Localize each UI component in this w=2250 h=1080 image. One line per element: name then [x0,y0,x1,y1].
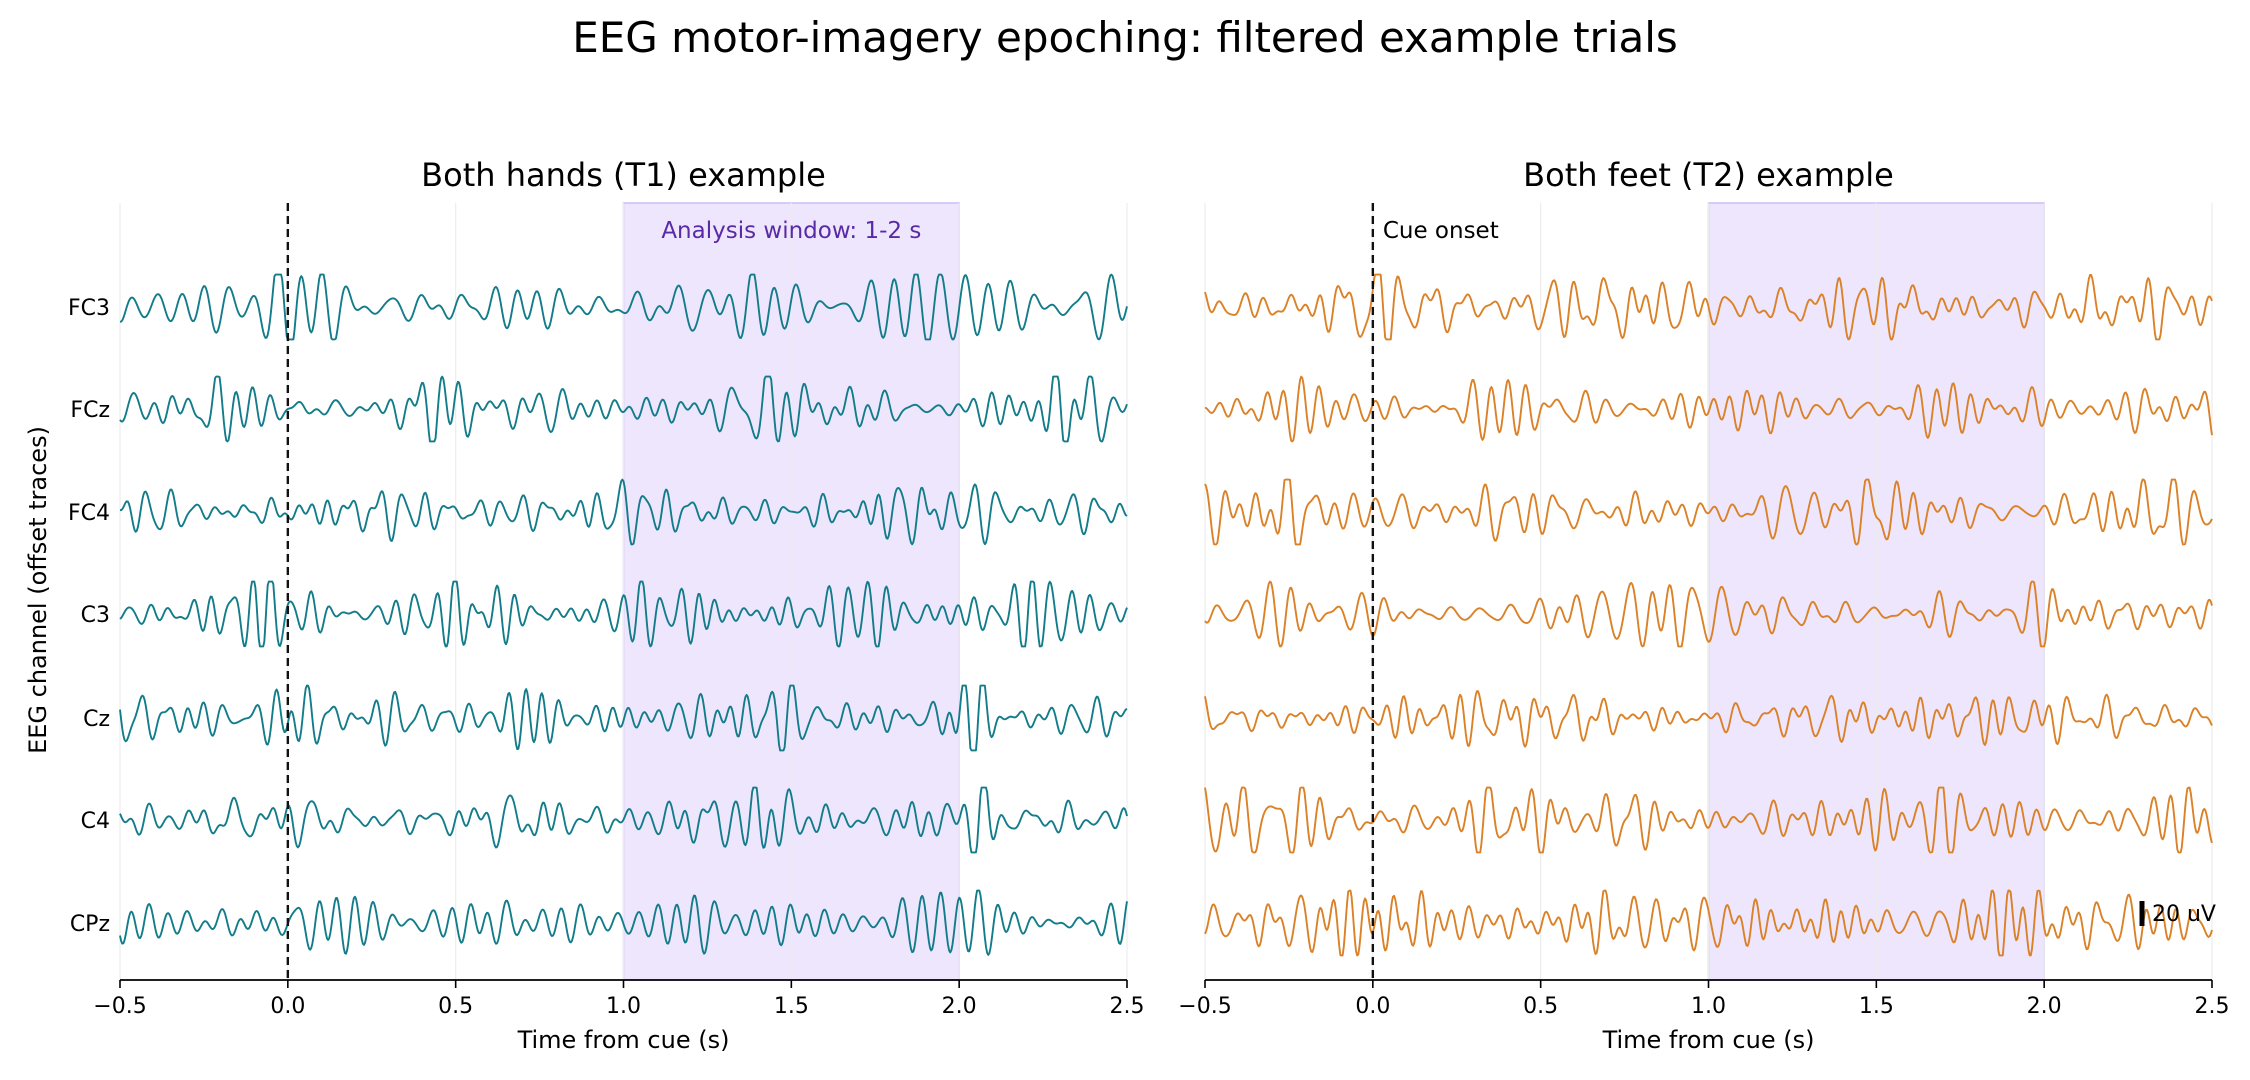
panel-title: Both hands (T1) example [421,156,826,194]
trace-fc3 [1204,273,2213,341]
y-axis-label: EEG channel (offset traces) [24,426,52,754]
x-tick-label: 0.0 [270,994,305,1019]
panel-both-hands: FC3 FCz FC4 C3 Cz C4 CPz −0.5 0.0 0.5 1.0 1.5 2.0 2.5… [68,156,1145,1054]
x-tick-label: 1.0 [1691,994,1726,1019]
x-tick-label: −0.5 [93,994,146,1019]
x-axis-label: Time from cue (s) [517,1026,730,1054]
trace-fcz [119,375,1128,443]
analysis-window-label: Analysis window: 1-2 s [661,218,921,244]
trace-c3 [119,580,1128,648]
channel-label-fc3: FC3 [68,296,110,321]
x-tick-label: 2.0 [942,994,977,1019]
x-tick-label: 0.5 [438,994,473,1019]
scale-bar-label: 20 uV [2152,902,2216,927]
cue-onset-label: Cue onset [1383,218,1499,244]
trace-fc4 [1204,478,2213,546]
panel-title: Both feet (T2) example [1523,156,1894,194]
channel-label-c4: C4 [81,809,110,834]
x-tick-label: 1.5 [1859,994,1894,1019]
trace-c4 [1204,786,2213,854]
trace-cz [1204,690,2213,748]
channel-label-cpz: CPz [70,912,110,937]
x-tick-label: −0.5 [1178,994,1231,1019]
figure-title: EEG motor-imagery epoching: filtered exa… [572,13,1678,62]
x-axis-label: Time from cue (s) [1602,1026,1815,1054]
x-tick-label: 0.0 [1355,994,1390,1019]
x-tick-label: 2.5 [2195,994,2230,1019]
channel-label-fcz: FCz [70,398,110,423]
x-tick-label: 0.5 [1523,994,1558,1019]
channel-label-cz: Cz [83,707,110,732]
panel-both-feet: −0.5 0.0 0.5 1.0 1.5 2.0 2.5 Time from cue (s) B… [1178,156,2229,1054]
x-tick-label: 2.0 [2027,994,2062,1019]
x-tick-label: 2.5 [1110,994,1145,1019]
channel-label-fc4: FC4 [68,501,110,526]
x-tick-label: 1.5 [774,994,809,1019]
x-tick-label: 1.0 [606,994,641,1019]
channel-label-c3: C3 [81,603,110,628]
